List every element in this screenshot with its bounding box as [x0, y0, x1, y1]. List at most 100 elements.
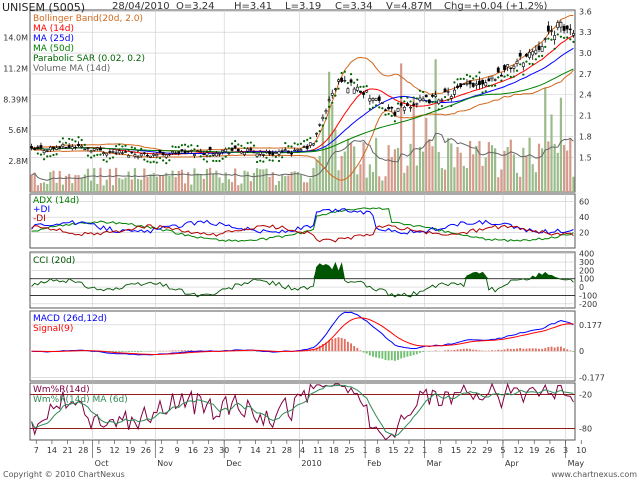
- macd-histogram-bar: [506, 348, 509, 352]
- macd-histogram-bar: [509, 348, 512, 352]
- macd-histogram-bar: [544, 348, 547, 352]
- volume-bar: [340, 155, 343, 192]
- volume-bar: [140, 179, 143, 192]
- volume-bar: [403, 172, 406, 192]
- volume-bar: [281, 174, 284, 192]
- volume-bar: [77, 175, 80, 192]
- volume-bar: [453, 167, 456, 192]
- candle-body: [196, 150, 199, 152]
- volume-bar: [418, 146, 422, 192]
- candle-body: [531, 51, 535, 56]
- sar-dot: [271, 159, 274, 162]
- macd-histogram-bar: [362, 351, 365, 353]
- macd-histogram-bar: [133, 351, 136, 352]
- website-link[interactable]: www.chartnexus.com: [551, 470, 637, 479]
- sar-dot: [302, 139, 306, 143]
- volume-bar: [531, 164, 534, 192]
- candle-body: [252, 151, 256, 154]
- volume-bar: [450, 143, 453, 192]
- x-day-label: 14: [250, 446, 260, 455]
- macd-histogram-bar: [359, 350, 362, 352]
- volume-bar: [89, 180, 93, 192]
- candle-body: [402, 106, 406, 111]
- sar-dot: [481, 91, 484, 94]
- sar-dot: [465, 73, 469, 76]
- volume-bar: [224, 172, 227, 192]
- volume-bar: [171, 170, 174, 192]
- sar-dot: [52, 153, 55, 157]
- x-month-label: Oct: [95, 459, 109, 468]
- candle-body: [89, 150, 93, 153]
- sar-dot: [143, 158, 146, 161]
- candle-body: [86, 147, 90, 150]
- volume-bar: [306, 182, 309, 192]
- legend-signal: Signal(9): [33, 324, 74, 334]
- sar-dot: [418, 89, 422, 92]
- candle-body: [180, 149, 184, 152]
- candle-body: [243, 152, 246, 155]
- quote-high: H=3.41: [234, 1, 273, 12]
- sar-dot: [490, 84, 494, 87]
- volume-bar: [371, 171, 375, 192]
- candle-body: [333, 88, 337, 90]
- sar-dot: [528, 62, 531, 65]
- sar-dot: [503, 75, 506, 78]
- candle-body: [277, 151, 281, 155]
- candle-body: [183, 150, 187, 154]
- volume-tick-label: 5.6M: [8, 126, 28, 135]
- candle-body: [265, 151, 268, 153]
- macd-histogram-bar: [130, 351, 133, 352]
- cci-tick-label: -100: [579, 291, 597, 300]
- sar-dot: [497, 76, 500, 79]
- candle-body: [349, 79, 353, 83]
- cci-tick-label: 300: [579, 258, 594, 267]
- volume-bar: [547, 141, 550, 192]
- sar-dot: [259, 159, 262, 162]
- volume-bar: [180, 169, 184, 192]
- sar-dot: [193, 148, 196, 151]
- sar-dot: [49, 155, 52, 158]
- candle-body: [534, 49, 538, 54]
- sar-dot: [472, 77, 475, 80]
- sar-dot: [58, 140, 61, 143]
- candle-body: [399, 103, 403, 106]
- adx-tick-label: 20: [579, 229, 589, 238]
- volume-bar: [36, 185, 39, 192]
- candle-body: [142, 152, 146, 154]
- volume-bar: [199, 174, 202, 192]
- candle-body: [236, 148, 240, 152]
- macd-line: [31, 311, 574, 356]
- sar-dot: [296, 143, 299, 146]
- candle-body: [189, 150, 193, 152]
- macd-histogram-bar: [569, 350, 572, 352]
- macd-tick-label: 0.177: [579, 321, 602, 330]
- volume-bar: [384, 176, 387, 192]
- volume-bar: [562, 145, 566, 192]
- candle-body: [471, 82, 475, 87]
- macd-histogram-bar: [124, 351, 127, 352]
- volume-bar: [331, 104, 334, 192]
- sar-dot: [246, 141, 249, 145]
- volume-bar: [478, 141, 481, 192]
- sar-dot: [421, 90, 425, 94]
- volume-bar: [431, 146, 434, 192]
- sar-dot: [149, 161, 152, 164]
- sar-dot: [375, 104, 378, 107]
- candle-body: [355, 86, 359, 91]
- x-day-label: 16: [188, 446, 198, 455]
- candle-body: [287, 150, 290, 154]
- volume-bar: [472, 154, 475, 192]
- macd-histogram-bar: [381, 351, 384, 359]
- sar-dot: [64, 141, 68, 144]
- volume-bar: [83, 174, 86, 192]
- sar-dot: [234, 139, 237, 143]
- candle-body: [249, 148, 253, 151]
- macd-histogram-bar: [447, 349, 450, 352]
- volume-bar: [102, 185, 105, 192]
- x-day-label: 7: [34, 446, 39, 455]
- sar-dot: [537, 55, 541, 58]
- volume-bar: [512, 154, 516, 192]
- macd-histogram-bar: [190, 350, 193, 352]
- macd-histogram-bar: [472, 349, 475, 352]
- volume-bar: [343, 151, 346, 192]
